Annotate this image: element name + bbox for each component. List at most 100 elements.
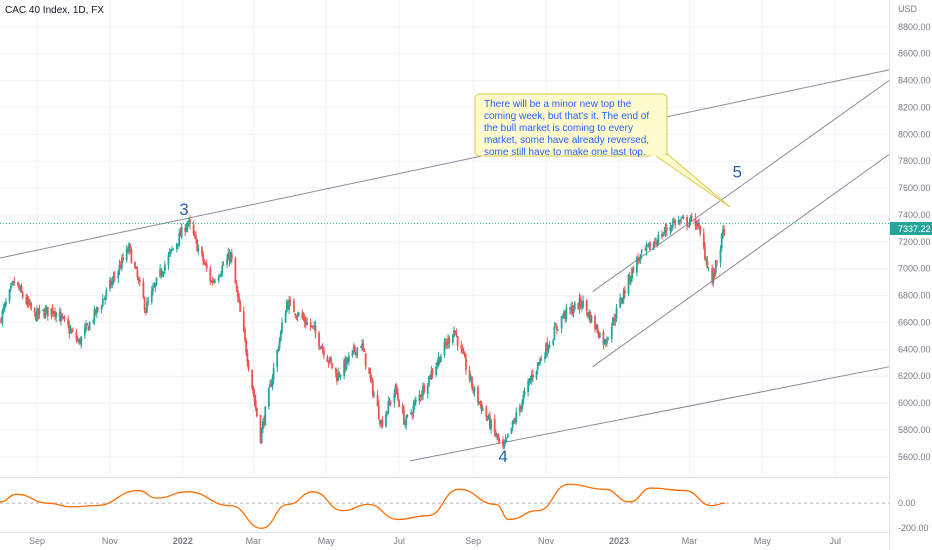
candle-body	[93, 309, 96, 321]
candle-body	[376, 395, 379, 407]
candle-body	[61, 314, 64, 318]
candle-body	[235, 283, 238, 289]
candle-body	[331, 362, 334, 369]
candle-body	[192, 224, 195, 235]
candle-body	[461, 348, 464, 352]
candle-body	[622, 290, 625, 300]
annotation-line-2: coming week, but that's it. The end of	[484, 111, 649, 122]
candle-body	[663, 231, 666, 234]
candle-body	[100, 306, 103, 310]
trendline	[0, 69, 890, 259]
candle-body	[426, 385, 429, 394]
candle-body	[640, 249, 643, 254]
candle-body	[405, 415, 408, 426]
candle-body	[21, 292, 24, 298]
candle-body	[428, 376, 430, 386]
candle-body	[595, 325, 598, 329]
gridlines	[0, 0, 889, 477]
annotation-callout[interactable]: There will be a minor new top the coming…	[474, 93, 731, 208]
candle-body	[723, 229, 726, 235]
candle-body	[294, 313, 297, 316]
time-tick-label: Jul	[829, 536, 841, 546]
candle-body	[661, 233, 663, 238]
candle-body	[514, 421, 516, 423]
candle-body	[413, 402, 416, 406]
candle-body	[279, 330, 282, 341]
time-tick-label: Jul	[393, 536, 405, 546]
candle-body	[639, 254, 642, 260]
candle-body	[287, 301, 289, 309]
candle-body	[719, 249, 722, 263]
candle-body	[402, 409, 405, 425]
candle-body	[27, 298, 30, 305]
candle-body	[348, 355, 350, 362]
candle-body	[460, 345, 463, 348]
candle-body	[17, 282, 19, 286]
candle-body	[353, 346, 356, 353]
candle-body	[565, 307, 568, 320]
candle-body	[510, 427, 513, 434]
candle-body	[1, 310, 4, 323]
candle-body	[689, 216, 692, 222]
candle-body	[555, 326, 558, 330]
candle-body	[254, 400, 257, 409]
candle-body	[569, 307, 571, 310]
time-tick-label: May	[318, 536, 336, 546]
candle-body	[573, 302, 576, 310]
candle-body	[130, 249, 133, 264]
candle-body	[58, 311, 61, 322]
candle-body	[552, 340, 555, 345]
candle-body	[229, 252, 232, 262]
price-tick-label: 7800.00	[898, 156, 931, 166]
candle-body	[506, 433, 509, 438]
candle-body	[69, 329, 72, 333]
candle-body	[530, 375, 533, 380]
time-tick-label: May	[754, 536, 772, 546]
candle-body	[677, 219, 680, 224]
candle-body	[638, 259, 641, 261]
candle-body	[37, 308, 40, 316]
candle-body	[522, 395, 525, 404]
candle-body	[477, 387, 479, 403]
candle-body	[702, 233, 705, 248]
candle-body	[105, 289, 108, 296]
candle-body	[175, 243, 178, 250]
price-tick-label: 7200.00	[898, 237, 931, 247]
candle-body	[713, 272, 716, 275]
candle-body	[13, 281, 16, 284]
candle-body	[673, 220, 675, 223]
candle-body	[261, 421, 264, 430]
candle-body	[221, 265, 224, 274]
candle-body	[570, 306, 573, 310]
candle-body	[589, 311, 592, 323]
candle-body	[429, 374, 432, 379]
candle-body	[204, 263, 207, 265]
candle-body	[269, 383, 271, 388]
candle-body	[137, 278, 140, 281]
time-axis[interactable]: Sep Nov 2022 Mar May Jul Sep Nov 2023 Mar May Jul	[29, 536, 841, 546]
price-axis[interactable]: 5600.00 5800.00 6000.00 6200.00 6400.00 6600.…	[898, 22, 931, 462]
candle-body	[351, 350, 354, 356]
candle-body	[94, 309, 97, 315]
candle-body	[306, 322, 308, 325]
candle-body	[662, 234, 665, 236]
candle-body	[253, 393, 256, 402]
candle-body	[379, 420, 381, 425]
candle-body	[352, 347, 355, 350]
candle-body	[716, 260, 718, 262]
candle-body	[478, 401, 481, 403]
trendline	[592, 154, 890, 368]
trendlines	[0, 69, 890, 462]
oscillator-tick-label: -200.00	[898, 523, 929, 533]
candle-body	[296, 316, 299, 318]
candle-body	[368, 367, 371, 374]
candle-body	[696, 222, 699, 227]
candle-body	[582, 300, 585, 307]
price-tick-label: 8000.00	[898, 129, 931, 139]
candle-body	[168, 252, 171, 254]
candle-body	[554, 326, 557, 328]
candle-body	[303, 317, 306, 323]
candle-body	[178, 232, 181, 246]
candle-body	[406, 414, 409, 416]
